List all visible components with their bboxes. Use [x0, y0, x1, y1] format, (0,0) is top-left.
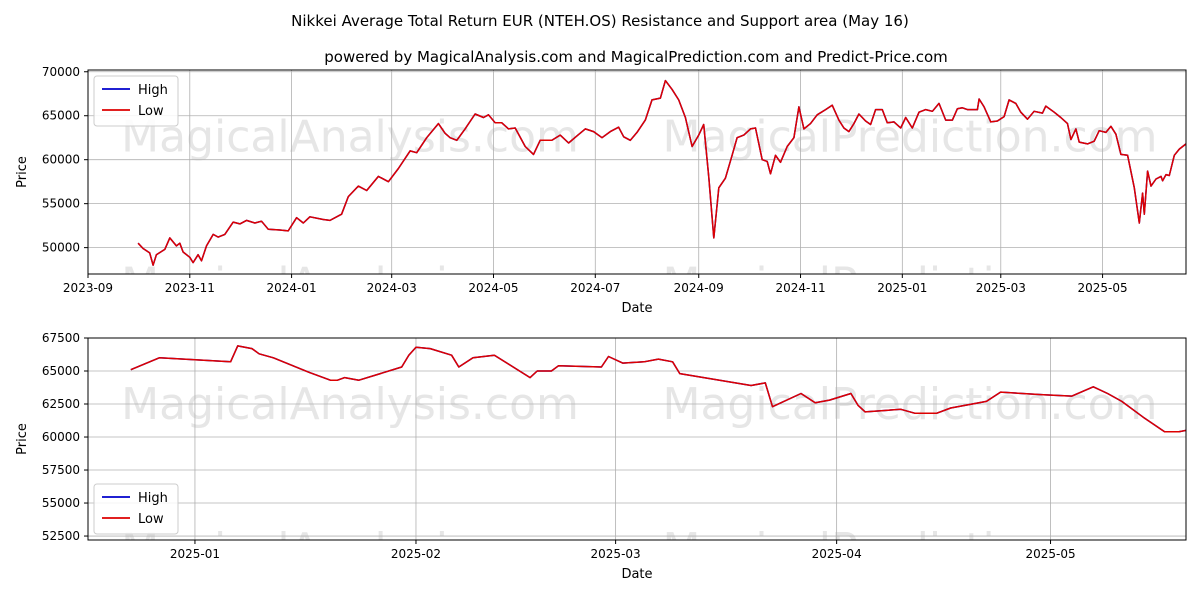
- y-tick-label: 55000: [42, 496, 80, 510]
- x-tick-label: 2025-03: [591, 547, 641, 561]
- x-axis-label: Date: [621, 301, 652, 316]
- series-line-low: [130, 345, 1186, 433]
- y-tick-label: 65000: [42, 364, 80, 378]
- plot-frame: [87, 337, 1187, 541]
- y-tick-label: 62500: [42, 397, 80, 411]
- legend: High Low: [93, 483, 179, 535]
- legend-label-low: Low: [138, 104, 164, 119]
- x-tick-label: 2024-05: [468, 281, 518, 295]
- x-tick-label: 2025-05: [1077, 281, 1127, 295]
- bottom-panel: MagicalAnalysis.comMagicalAnalysis.comMa…: [15, 331, 1187, 582]
- y-tick-label: 65000: [42, 109, 80, 123]
- watermark-text: MagicalAnalysis.com: [121, 112, 579, 163]
- y-tick-label: 57500: [42, 463, 80, 477]
- top-panel: MagicalAnalysis.com MagicalAnalysis.com Ma…: [15, 65, 1187, 316]
- legend-label-high: High: [138, 83, 168, 98]
- x-tick-label: 2024-01: [267, 281, 317, 295]
- x-tick-label: 2025-01: [170, 547, 220, 561]
- series-line-low: [137, 79, 1186, 266]
- y-tick-label: 67500: [42, 331, 80, 345]
- x-tick-label: 2025-05: [1025, 547, 1075, 561]
- watermark-text: MagicalPrediction.com: [663, 258, 1158, 309]
- y-tick-label: 70000: [42, 65, 80, 79]
- plot-frame: [87, 69, 1187, 275]
- x-tick-label: 2025-04: [812, 547, 862, 561]
- y-tick-label: 60000: [42, 430, 80, 444]
- y-tick-label: 50000: [42, 241, 80, 255]
- y-tick-label: 52500: [42, 529, 80, 543]
- y-tick-label: 55000: [42, 197, 80, 211]
- x-tick-label: 2025-02: [391, 547, 441, 561]
- legend-label-low: Low: [138, 512, 164, 527]
- legend: High Low: [93, 75, 179, 127]
- y-tick-label: 60000: [42, 153, 80, 167]
- x-tick-label: 2024-09: [674, 281, 724, 295]
- x-tick-label: 2024-11: [775, 281, 825, 295]
- series-line-high: [137, 79, 1186, 266]
- series-line-high: [130, 345, 1186, 433]
- x-axis-label: Date: [621, 567, 652, 582]
- x-tick-label: 2024-03: [367, 281, 417, 295]
- x-tick-label: 2024-07: [570, 281, 620, 295]
- y-axis-label: Price: [15, 423, 30, 455]
- chart-title: Nikkei Average Total Return EUR (NTEH.OS…: [291, 12, 909, 30]
- x-tick-label: 2023-09: [63, 281, 113, 295]
- x-tick-label: 2023-11: [165, 281, 215, 295]
- chart-subtitle: powered by MagicalAnalysis.com and Magic…: [324, 48, 948, 66]
- y-axis-label: Price: [15, 156, 30, 188]
- watermark-text: MagicalPrediction.com: [663, 524, 1158, 575]
- x-tick-label: 2025-01: [877, 281, 927, 295]
- watermark-text: MagicalAnalysis.com: [121, 258, 579, 309]
- x-tick-label: 2025-03: [976, 281, 1026, 295]
- watermark-text: MagicalPrediction.com: [663, 112, 1158, 163]
- legend-label-high: High: [138, 491, 168, 506]
